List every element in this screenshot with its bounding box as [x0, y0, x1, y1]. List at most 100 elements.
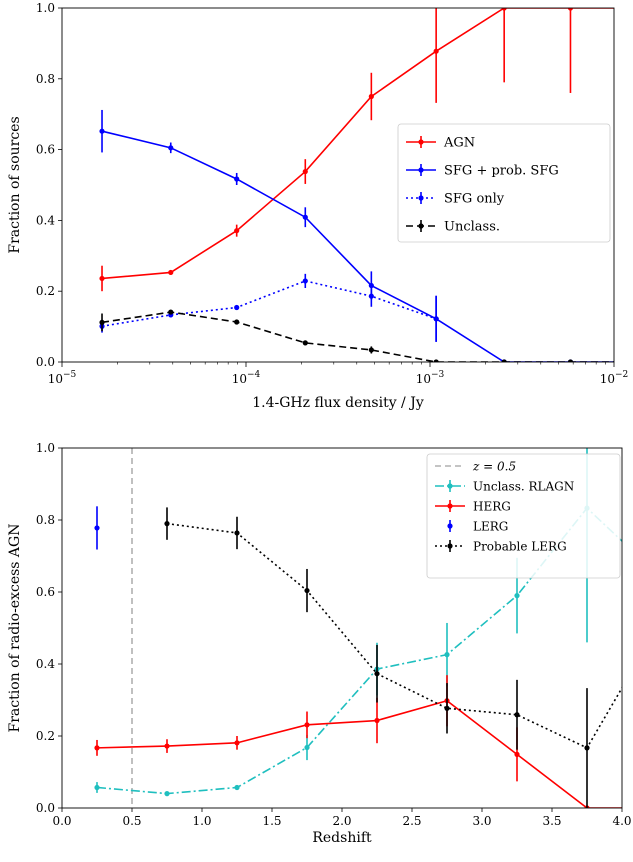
y-tick-label: 0.0	[36, 801, 55, 815]
series-unclass-rlagn	[94, 448, 622, 797]
x-tick-label: 10−2	[600, 370, 629, 386]
series-probable-lerg	[164, 507, 622, 808]
x-tick-label: 1.5	[262, 814, 281, 828]
data-point	[304, 744, 310, 751]
data-point	[164, 791, 170, 797]
axes-frame	[61, 447, 623, 809]
x-tick-base: 10	[600, 372, 615, 386]
y-tick-label: 0.8	[36, 513, 55, 527]
y-tick-label: 1.0	[36, 441, 55, 455]
data-point	[629, 359, 633, 364]
y-axis-label: Fraction of sources	[7, 116, 23, 253]
legend-label: z = 0.5	[472, 460, 516, 474]
data-point	[629, 5, 633, 10]
legend-entry: z = 0.5	[435, 460, 516, 474]
legend-entry: HERG	[435, 500, 511, 514]
data-point	[302, 214, 308, 220]
data-point	[501, 8, 507, 11]
legend-entry: SFG + prob. SFG	[406, 164, 559, 179]
data-point	[234, 319, 240, 325]
x-tick-label: 0.5	[122, 814, 141, 828]
y-tick-label: 0.6	[36, 585, 55, 599]
legend-swatch-marker	[447, 543, 453, 549]
legend-label: SFG + prob. SFG	[444, 164, 559, 179]
x-tick-label: 2.5	[402, 814, 421, 828]
y-tick-label: 0.2	[36, 284, 55, 298]
legend-swatch-marker	[418, 167, 424, 173]
legend-entry: Unclass.	[406, 220, 500, 235]
data-point	[164, 521, 170, 527]
y-tick-label: 0.4	[36, 657, 55, 671]
series-line	[166, 522, 622, 749]
data-point	[302, 340, 308, 346]
series-unclass-	[99, 309, 633, 364]
data-point	[234, 740, 240, 746]
data-point	[94, 784, 100, 791]
series-sfg-only	[99, 273, 439, 342]
legend-entry: Probable LERG	[435, 540, 567, 554]
x-tick-label: 10−3	[416, 370, 445, 386]
y-tick-label: 0.4	[36, 213, 55, 227]
x-tick-label: 10−4	[232, 370, 261, 386]
series-line	[101, 280, 437, 328]
legend-label: Unclass.	[444, 220, 500, 235]
data-point	[234, 176, 240, 182]
x-tick-exponent: −2	[615, 370, 628, 380]
x-tick-label: 4.0	[612, 814, 631, 828]
legend-label: Unclass. RLAGN	[473, 480, 574, 494]
x-tick-label: 2.0	[332, 814, 351, 828]
data-point	[433, 359, 439, 362]
data-point	[368, 293, 374, 299]
x-tick-base: 10	[48, 372, 63, 386]
x-axis-label: 1.4-GHz flux density / Jy	[252, 395, 424, 411]
data-point	[168, 309, 174, 315]
data-point	[629, 359, 633, 364]
x-tick-base: 10	[232, 372, 247, 386]
data-point	[234, 304, 240, 311]
data-point	[94, 525, 100, 531]
data-point	[99, 275, 105, 282]
data-point	[234, 228, 240, 234]
data-point	[234, 530, 240, 536]
legend-swatch-marker	[447, 523, 453, 529]
legend-swatch-marker	[447, 503, 453, 509]
legend-swatch-marker	[418, 223, 424, 229]
y-tick-label: 1.0	[36, 1, 55, 15]
data-point	[168, 269, 174, 276]
x-tick-exponent: −5	[63, 370, 77, 380]
legend-swatch-marker	[447, 483, 453, 489]
plot-area	[99, 5, 633, 364]
data-point	[234, 784, 240, 791]
legend-entry: SFG only	[406, 192, 505, 207]
legend-swatch-marker	[418, 195, 424, 201]
legend-label: Probable LERG	[473, 540, 567, 554]
axes-frame	[61, 7, 615, 363]
data-point	[444, 705, 450, 711]
data-point	[514, 751, 520, 757]
redshift-panel: 0.0 0.2 0.4 0.6 0.8 1.0 0.0 0.5 1.0 1.5 2.0 2.5 3.0 3…	[7, 441, 632, 846]
data-point	[433, 316, 439, 322]
data-point	[514, 712, 520, 718]
data-point	[99, 319, 105, 325]
x-tick-label: 0.0	[52, 814, 71, 828]
legend-box	[397, 123, 611, 243]
series-lerg	[94, 506, 100, 550]
series-line	[101, 311, 614, 362]
y-tick-label: 0.6	[36, 143, 55, 157]
x-tick-label: 10−5	[48, 370, 77, 386]
legend-label: HERG	[473, 500, 511, 514]
data-point	[304, 587, 310, 594]
x-tick-exponent: −4	[247, 370, 261, 380]
legend-entry: LERG	[447, 520, 508, 534]
x-tick-exponent: −3	[431, 370, 445, 380]
legend: AGN SFG + prob. SFG SFG only Unclass.	[397, 123, 611, 243]
legend-label: LERG	[473, 520, 508, 534]
y-tick-label: 0.0	[36, 355, 55, 369]
legend-label: SFG only	[444, 192, 505, 207]
data-point	[302, 278, 308, 284]
data-point	[164, 743, 170, 749]
plot-area	[94, 448, 622, 808]
data-point	[374, 717, 380, 724]
y-axis-label: Fraction of radio-excess AGN	[7, 524, 23, 733]
